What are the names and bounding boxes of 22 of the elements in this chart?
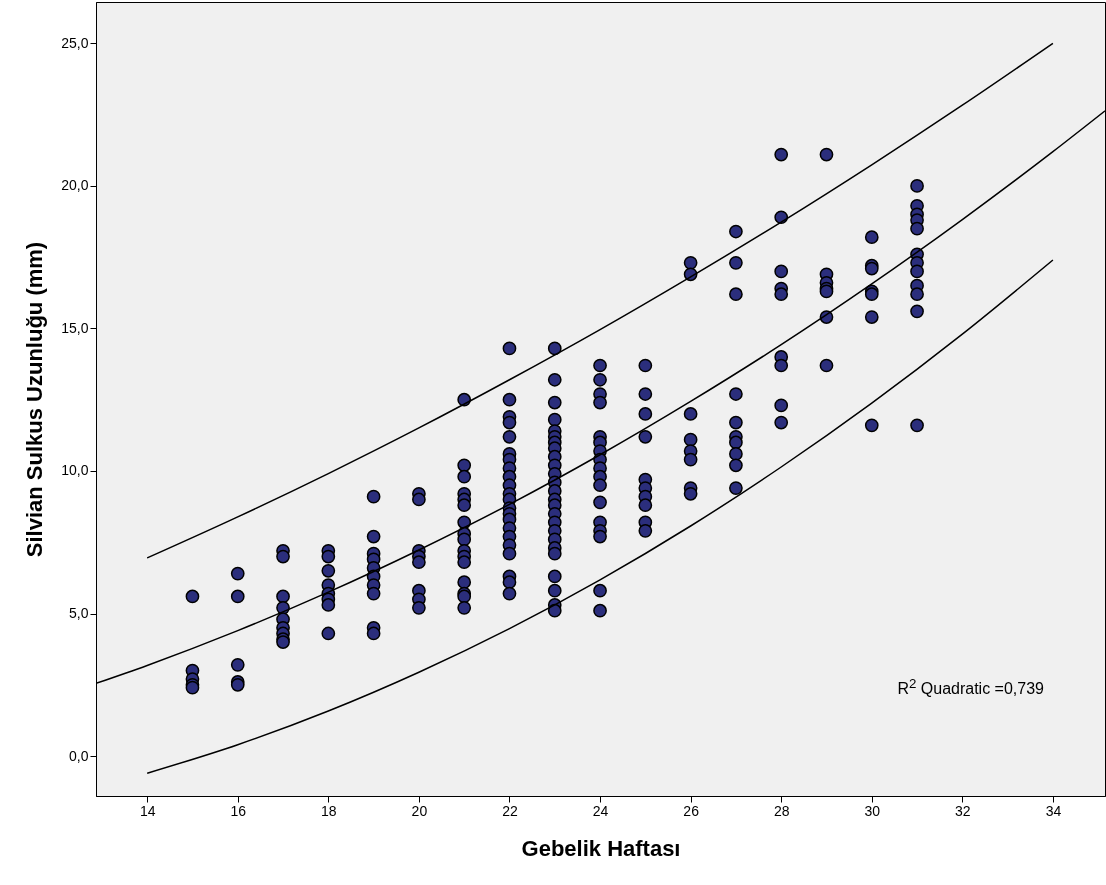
x-tick-label: 28 bbox=[773, 802, 790, 819]
y-tick-label: 25,0 bbox=[61, 34, 89, 51]
x-tick-label: 18 bbox=[321, 802, 337, 819]
y-axis-title: Silvian Sulkus Uzunluğu (mm) bbox=[22, 241, 48, 558]
y-tick-label: 15,0 bbox=[61, 319, 89, 336]
y-tick-label: 0,0 bbox=[69, 747, 89, 764]
x-tick-label: 16 bbox=[230, 802, 247, 819]
x-tick-label: 24 bbox=[592, 802, 609, 819]
x-tick-label: 20 bbox=[411, 802, 428, 819]
x-axis-title: Gebelik Haftası bbox=[521, 835, 681, 861]
y-tick-label: 5,0 bbox=[69, 605, 89, 622]
annotation: R$^{2}$ Quadratic =0,739 bbox=[897, 676, 1044, 699]
line-series bbox=[146, 259, 1054, 774]
x-tick-label: 14 bbox=[139, 802, 156, 819]
x-tick-label: 26 bbox=[683, 802, 700, 819]
y-tick-label: 20,0 bbox=[61, 177, 89, 194]
x-tick-label: 22 bbox=[502, 802, 518, 819]
y-tick-label: 10,0 bbox=[61, 462, 89, 479]
x-tick-label: 30 bbox=[864, 802, 881, 819]
x-tick-label: 32 bbox=[955, 802, 971, 819]
line-series bbox=[146, 42, 1054, 559]
x-tick-label: 34 bbox=[1045, 802, 1062, 819]
